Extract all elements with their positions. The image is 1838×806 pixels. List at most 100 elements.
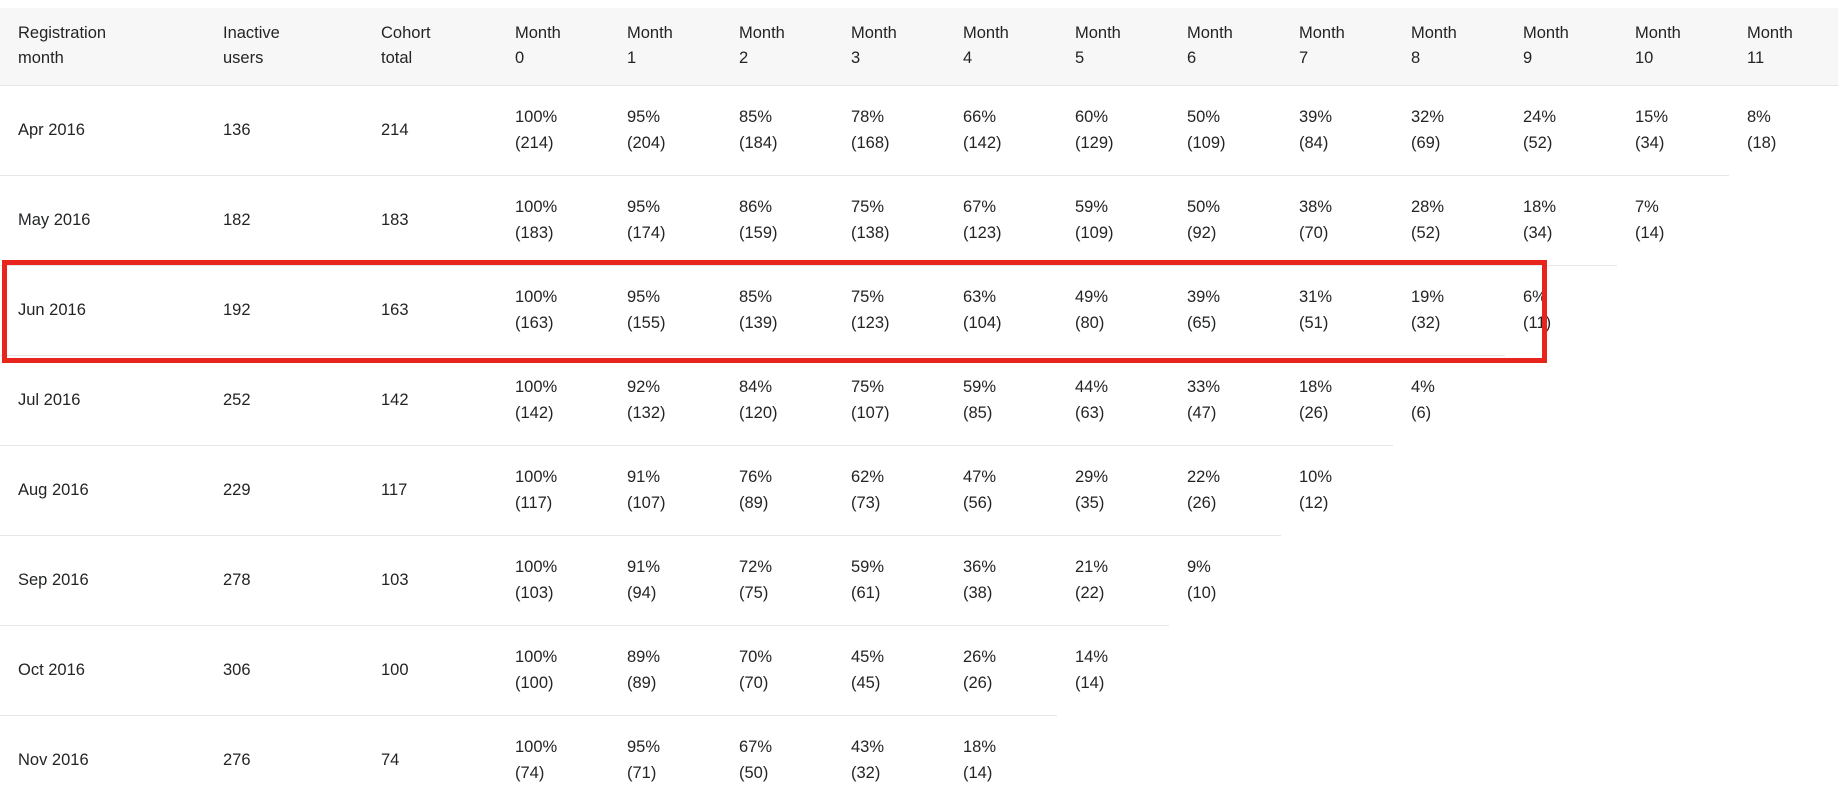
column-header-month-4: Month 4 [945,8,1057,86]
cell-line: (142) [515,404,554,422]
cell-line: 18% [1523,198,1557,216]
cell-line: 4 [963,49,973,68]
table-row-sep-2016: Sep 2016 278 103 100% (103) 91% (94) 72% (75) 59%… [0,534,1838,625]
retention-cell-month-10 [1617,715,1729,805]
cell-line: (159) [739,224,778,242]
cell-line: 89% [627,648,661,666]
retention-cell-month-9 [1505,355,1617,445]
cell-line: (89) [627,674,657,692]
retention-cell-month-6 [1169,625,1281,715]
cell-line: 95% [627,108,661,126]
cohort-total-cell: 74 [363,714,497,805]
cell-line: 78% [851,108,885,126]
cell-line: 29% [1075,468,1109,486]
cell-line: (65) [1187,314,1217,332]
cell-line: (38) [963,584,993,602]
retention-cell-month-1: 95% (204) [609,85,721,175]
cell-line: (26) [963,674,993,692]
retention-cell-month-5: 60% (129) [1057,85,1169,175]
cohort-total-cell: 183 [363,174,497,265]
cell-line: Registration [18,24,107,43]
cell-line: Month [627,24,673,43]
inactive-users-cell: 136 [223,121,251,139]
cell-line: Month [1635,24,1681,43]
retention-cell-month-10: 7% (14) [1617,174,1729,265]
column-header-month-2: Month 2 [721,8,833,86]
retention-cell-month-11 [1729,625,1838,715]
retention-cell-month-5: 49% (80) [1057,264,1169,355]
retention-cell-month-4: 18% (14) [945,714,1057,805]
registration-month-cell: Aug 2016 [0,444,205,535]
cohort-total-cell: 100 [363,624,497,715]
cell-line: (52) [1411,224,1441,242]
column-header-month-6: Month 6 [1169,8,1281,86]
cell-line: 43% [851,738,885,757]
cell-line: 95% [627,198,661,216]
retention-cell-month-0: 100% (142) [497,354,609,445]
cell-line: (168) [851,134,890,152]
cell-line: 45% [851,648,885,666]
column-header-month-7: Month 7 [1281,8,1393,86]
retention-cell-month-4: 36% (38) [945,534,1057,625]
retention-cell-month-2: 72% (75) [721,534,833,625]
cell-line: 49% [1075,288,1109,306]
column-header-month-3: Month 3 [833,8,945,86]
retention-cell-month-3: 62% (73) [833,444,945,535]
retention-cell-month-9 [1505,445,1617,535]
cell-line: 2 [739,49,749,68]
cell-line: 59% [1075,198,1109,216]
retention-cell-month-0: 100% (214) [497,85,609,175]
cell-line: (85) [963,404,993,422]
header-row: Registration month Inactive users Cohort tota… [0,8,1838,86]
cell-line: (10) [1187,584,1217,603]
cell-line: (74) [515,764,545,783]
cell-line: (71) [627,764,657,783]
table-row-apr-2016: Apr 2016 136 214 100% (214) 95% (204) 85% (184) 7… [0,85,1838,175]
retention-cell-month-0: 100% (163) [497,264,609,355]
cell-line: (174) [627,224,666,242]
retention-cell-month-3: 75% (123) [833,264,945,355]
retention-cell-month-8: 32% (69) [1393,85,1505,175]
retention-cell-month-6: 33% (47) [1169,354,1281,445]
retention-cell-month-6: 22% (26) [1169,444,1281,535]
retention-cell-month-5 [1057,715,1169,805]
cell-line: 14% [1075,648,1109,667]
registration-month-cell: Jul 2016 [0,354,205,445]
inactive-users-cell: 278 [205,534,363,625]
retention-cell-month-1: 92% (132) [609,354,721,445]
retention-cell-month-3: 75% (107) [833,354,945,445]
column-header-month-0: Month 0 [497,8,609,86]
retention-cell-month-9 [1505,715,1617,805]
retention-cell-month-2: 84% (120) [721,354,833,445]
cell-line: (32) [851,764,881,783]
retention-cell-month-2: 67% (50) [721,714,833,805]
cell-line: Month [963,24,1009,43]
cell-line: 100% [515,108,558,126]
retention-cell-month-2: 70% (70) [721,624,833,715]
retention-cell-month-4: 66% (142) [945,85,1057,175]
retention-cell-month-8 [1393,445,1505,535]
cell-line: 50% [1187,108,1221,126]
retention-cell-month-4: 26% (26) [945,624,1057,715]
cell-line: Month [1523,24,1569,43]
retention-cell-month-11: 8% (18) [1729,85,1838,175]
cell-line: 24% [1523,108,1557,126]
column-header-cohort-total: Cohort total [363,8,497,86]
column-header-month-11: Month 11 [1729,8,1838,86]
retention-cell-month-10 [1617,355,1729,445]
cell-line: (26) [1299,404,1329,422]
cell-line: 85% [739,108,773,126]
retention-cell-month-6: 39% (65) [1169,264,1281,355]
cell-line: 100% [515,558,558,576]
cell-line: (84) [1299,134,1329,152]
cell-line: (80) [1075,314,1105,332]
cell-line: 100% [515,378,558,396]
cell-line: (138) [851,224,890,242]
cell-line: 59% [963,378,997,396]
retention-cell-month-3: 59% (61) [833,534,945,625]
column-header-month-10: Month 10 [1617,8,1729,86]
retention-cell-month-10 [1617,535,1729,625]
cell-line: (70) [739,674,769,692]
retention-cell-month-9: 6% (11) [1505,264,1617,355]
cell-line: 100% [515,738,558,757]
